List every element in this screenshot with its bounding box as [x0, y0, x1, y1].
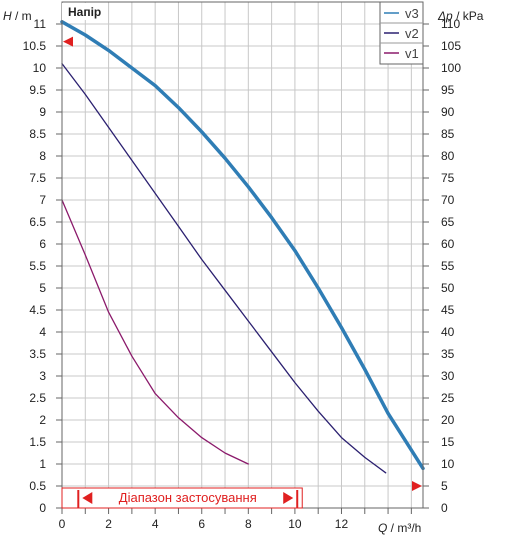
curve-v3 — [60, 20, 425, 471]
legend-label-v1: v1 — [405, 46, 419, 61]
y-right-tick-label: 45 — [441, 303, 455, 317]
range-arrow-right-icon — [283, 492, 294, 504]
y-left-tick-label: 7 — [39, 193, 46, 207]
y-right-tick-label: 15 — [441, 435, 455, 449]
y-right-tick-label: 5 — [441, 479, 448, 493]
x-axis-ticks: 0 2 4 6 8 10 12 — [59, 508, 412, 531]
range-box — [61, 487, 303, 509]
y-right-tick-label: 70 — [441, 193, 455, 207]
y-right-tick-label: 30 — [441, 369, 455, 383]
y-right-tick-label: 35 — [441, 347, 455, 361]
x-tick-label: 2 — [105, 517, 112, 531]
range-arrow-left-icon — [82, 492, 93, 504]
chart-title: Напір — [68, 5, 101, 19]
curve-v2 — [61, 62, 387, 474]
y-left-tick-label: 2.5 — [29, 391, 46, 405]
legend: v3 v2 v1 — [379, 1, 424, 65]
markers — [63, 36, 422, 491]
y-axis-left-label: H / m — [3, 9, 32, 23]
x-tick-label: 6 — [198, 517, 205, 531]
x-tick-label: 12 — [335, 517, 349, 531]
y-right-tick-label: 80 — [441, 149, 455, 163]
y-left-tick-label: 6.5 — [29, 215, 46, 229]
y-right-tick-label: 10 — [441, 457, 455, 471]
y-axis-left-ticks: 0 0.5 1 1.5 2 2.5 3 3.5 4 4.5 5 5.5 6 6.5 7 7.5 8 8.5 9 9.5… — [23, 17, 62, 515]
y-right-tick-label: 55 — [441, 259, 455, 273]
plot-frame — [61, 1, 424, 509]
y-left-tick-label: 0.5 — [29, 479, 46, 493]
x-tick-label: 0 — [59, 517, 66, 531]
range-label: Діапазон застосування — [119, 490, 257, 505]
pump-curves — [60, 20, 425, 474]
curve-v1 — [61, 199, 249, 465]
y-right-tick-label: 20 — [441, 413, 455, 427]
y-left-tick-label: 10.5 — [23, 39, 47, 53]
y-right-tick-label: 105 — [441, 39, 461, 53]
grid — [62, 2, 423, 509]
y-right-tick-label: 95 — [441, 83, 455, 97]
setpoint-marker-left-icon — [63, 36, 73, 47]
y-right-tick-label: 85 — [441, 127, 455, 141]
y-right-tick-label: 0 — [441, 501, 448, 515]
y-right-tick-label: 100 — [441, 61, 461, 75]
y-right-tick-label: 110 — [441, 17, 460, 31]
y-left-tick-label: 9 — [39, 105, 46, 119]
legend-label-v3: v3 — [405, 6, 419, 21]
x-tick-label: 8 — [245, 517, 252, 531]
y-right-tick-label: 65 — [441, 215, 455, 229]
y-left-tick-label: 8 — [39, 149, 46, 163]
y-axis-right-ticks: 0 5 10 15 20 25 30 35 40 45 50 55 60 65 70 75 80 85 90 95 10… — [423, 17, 461, 515]
y-left-tick-label: 11 — [34, 17, 47, 31]
title-box — [62, 3, 108, 20]
y-left-tick-label: 7.5 — [29, 171, 46, 185]
y-left-tick-label: 4.5 — [29, 303, 46, 317]
y-left-tick-label: 6 — [39, 237, 46, 251]
y-axis-right-label: Δp / kPa — [437, 9, 484, 23]
x-tick-label: 4 — [152, 517, 159, 531]
application-range: Діапазон застосування — [61, 487, 303, 509]
y-right-tick-label: 90 — [441, 105, 455, 119]
y-left-tick-label: 3 — [39, 369, 46, 383]
x-axis-label: Q / m³/h — [378, 521, 421, 535]
y-left-tick-label: 2 — [39, 413, 46, 427]
y-left-tick-label: 3.5 — [29, 347, 46, 361]
y-right-tick-label: 50 — [441, 281, 455, 295]
y-right-tick-label: 25 — [441, 391, 455, 405]
y-left-tick-label: 10 — [33, 61, 47, 75]
y-left-tick-label: 1.5 — [29, 435, 46, 449]
legend-label-v2: v2 — [405, 26, 419, 41]
y-right-tick-label: 75 — [441, 171, 455, 185]
y-left-tick-label: 4 — [39, 325, 46, 339]
y-left-tick-label: 5 — [39, 281, 46, 295]
setpoint-marker-right-icon — [412, 481, 422, 491]
y-left-tick-label: 5.5 — [29, 259, 46, 273]
y-left-tick-label: 0 — [39, 501, 46, 515]
y-left-tick-label: 1 — [39, 457, 46, 471]
y-right-tick-label: 60 — [441, 237, 455, 251]
y-left-tick-label: 8.5 — [29, 127, 46, 141]
y-right-tick-label: 40 — [441, 325, 455, 339]
x-tick-label: 10 — [288, 517, 302, 531]
y-left-tick-label: 9.5 — [29, 83, 46, 97]
